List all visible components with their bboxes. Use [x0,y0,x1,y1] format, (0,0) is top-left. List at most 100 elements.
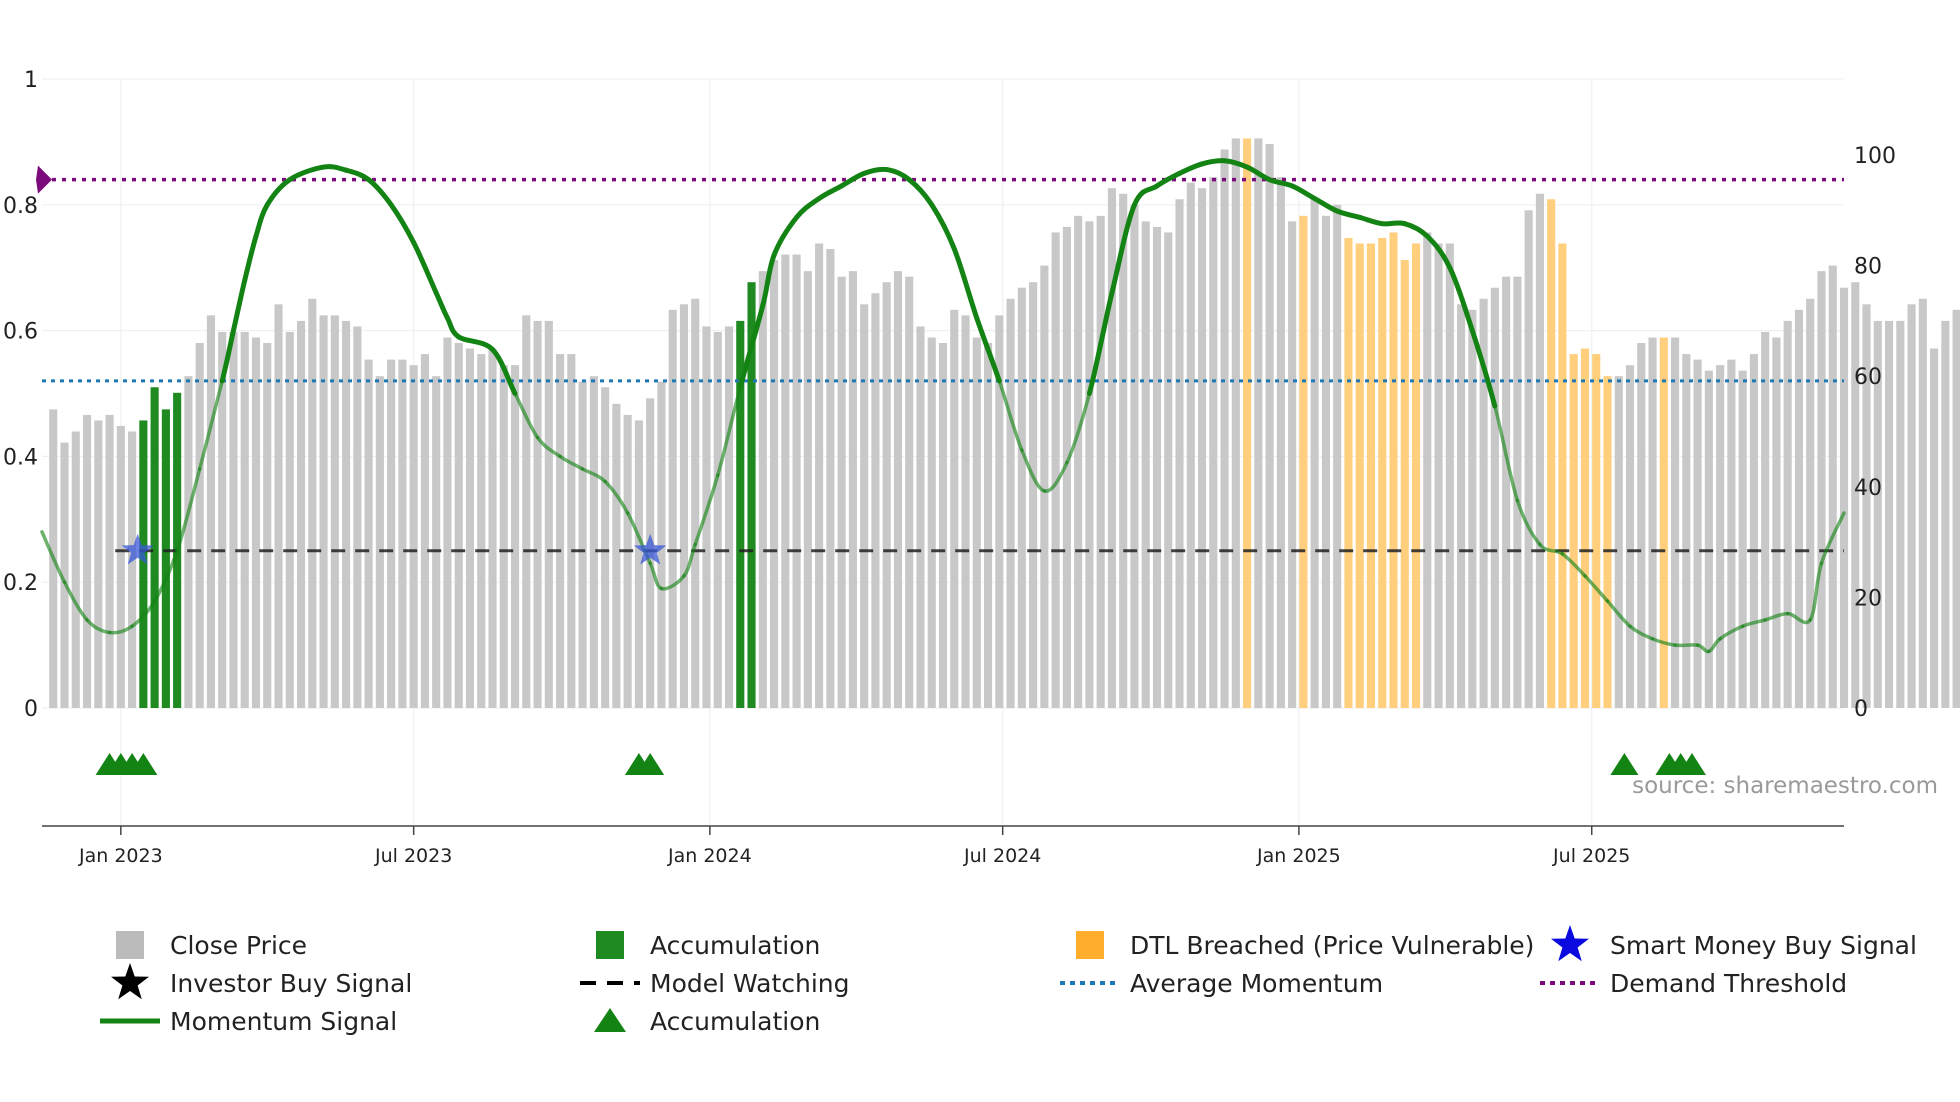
close-price-bar [1806,298,1815,708]
close-price-bar [1085,221,1094,709]
close-price-bar [1276,177,1285,708]
legend-label-dtl-breached-price-vulnerable: DTL Breached (Price Vulnerable) [1130,931,1534,960]
close-price-bar [803,271,812,708]
close-price-bar [837,276,846,708]
momentum-signal-segment [737,302,766,390]
close-price-bar [1794,309,1804,708]
close-price-bar [319,315,328,708]
momentum-signal-segment [1785,611,1812,625]
x-tick-label: Jan 2023 [78,845,163,867]
dtl-breached-bar [1243,138,1252,708]
close-price-bar [1828,265,1837,708]
momentum-signal-segment [1042,460,1069,493]
momentum-signal-segment [1131,183,1160,208]
close-price-bar [1164,232,1173,709]
close-price-bar [218,331,227,708]
close-price-bar [1468,309,1477,708]
momentum-signal-segment [411,240,439,296]
momentum-signal-segment [682,542,697,578]
momentum-signal-segment [321,164,349,173]
close-price-bar [1445,243,1454,709]
momentum-signal-segment [456,334,495,352]
close-price-bar [522,315,531,708]
close-price-bar [724,326,734,708]
legend-label-investor-buy-signal: Investor Buy Signal [170,969,412,998]
close-price-bar [871,293,880,708]
dtl-breached-bar [1547,199,1556,709]
close-price-bar [105,414,114,708]
investor-buy-signal-star [634,533,667,565]
momentum-signal-segment [1402,221,1430,239]
x-tick-label: Jan 2024 [667,845,752,867]
close-price-bar [1884,320,1894,708]
close-price-bar [589,376,598,708]
close-price-bar [116,425,125,708]
momentum-signal-segment [794,196,822,220]
dtl-breached-bar [1389,232,1398,709]
close-price-bar [1175,199,1184,709]
axes: Jan 2023 Jul 2023 Jan 2024 Jul 2024 Jan 2025… [3,68,1896,867]
close-price-bar [826,249,835,708]
close-price-bar [1220,149,1229,709]
momentum-signal-segment [1819,511,1846,566]
close-price-bar [848,271,857,708]
close-price-bar [1186,182,1195,708]
momentum-signal-segment [603,479,630,515]
momentum-signal-segment [1357,214,1385,227]
close-price-bar [1839,287,1849,708]
close-price-bar [691,298,700,708]
legend-label-momentum-signal: Momentum Signal [170,1007,397,1036]
close-price-bar [758,271,767,708]
momentum-signal-segment [1424,233,1453,271]
close-price-bar [488,348,497,708]
x-tick-label: Jul 2023 [374,845,452,867]
momentum-signal-segment [1020,448,1047,493]
close-price-bar [465,348,475,708]
right-tick-label: 40 [1854,476,1882,501]
accumulation-triangle [129,753,158,775]
close-price-bar [938,343,948,708]
close-price-bar [1254,138,1263,708]
momentum-signal-segment [366,177,394,208]
investor-buy-signal-star [121,533,154,565]
close-price-bar [556,354,565,708]
accumulation-bar [161,409,170,708]
momentum-signal-segment [760,252,777,308]
legend: Close Price Accumulation DTL Breached (Pri… [100,925,1917,1036]
close-price-bar [1930,348,1939,708]
legend-swatch-accumulation [596,931,624,959]
close-price-bar [1513,276,1522,708]
close-price-bar [454,343,463,708]
close-price-bar [1727,359,1736,708]
close-price-bar [1851,282,1860,708]
close-price-bar [510,365,520,708]
momentum-signal-segment [580,467,607,484]
momentum-signal-segment [130,599,157,628]
momentum-signal-segment [1673,643,1700,648]
momentum-signal-segment [951,246,980,321]
close-price-bar [544,320,553,708]
close-price-bar [1671,337,1680,708]
source-credit: source: sharemaestro.com [1632,773,1938,799]
left-tick-label: 0.4 [3,445,38,470]
close-price-bar [882,282,891,708]
dtl-breached-bar [1344,237,1353,708]
momentum-signal-segment [62,580,89,622]
dtl-breached-bar [1411,243,1421,709]
momentum-signal-segment [1560,552,1587,578]
close-price-bar [375,376,384,708]
close-price-bar [1704,370,1713,708]
close-price-bar [1490,287,1499,708]
momentum-signal-segment [1177,161,1205,176]
close-price-bar [1288,221,1297,709]
momentum-signal-segment [816,183,845,202]
close-price-bar [972,337,981,708]
close-price-bar [1321,215,1330,708]
legend-label-model-watching: Model Watching [650,969,850,998]
momentum-signal-segment [107,624,134,635]
dtl-breached-bar [1378,237,1387,708]
close-price-bar [342,320,351,708]
close-price-bar [1907,304,1916,708]
legend-label-close-price: Close Price [170,931,307,960]
close-price-bar [567,354,576,708]
